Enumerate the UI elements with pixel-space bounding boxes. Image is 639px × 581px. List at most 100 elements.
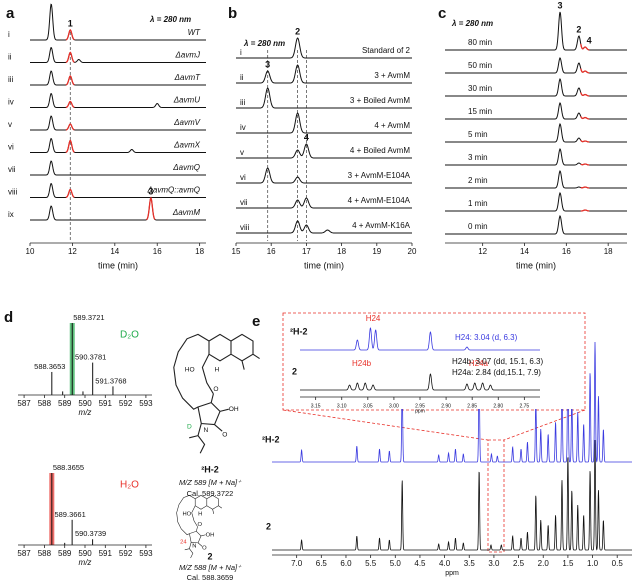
- x-tick-label: 3.10: [337, 403, 347, 409]
- trace: [30, 93, 206, 108]
- x-tick-label: 2.5: [513, 559, 525, 568]
- trace-name: WT: [188, 28, 202, 37]
- peak-label: H24b: [352, 359, 372, 368]
- panel-letter: c: [438, 5, 446, 22]
- trace-index: ii: [8, 53, 12, 62]
- trace-name: 4 + AvmM: [374, 121, 410, 130]
- trace-name: 3 + AvmM-E104A: [348, 171, 411, 180]
- x-tick-label: 5.5: [365, 559, 377, 568]
- trace: [30, 138, 206, 153]
- x-tick-label: 2.0: [538, 559, 550, 568]
- x-tick-label: 589: [58, 549, 72, 558]
- trace-name: 2 min: [468, 176, 488, 185]
- x-tick-label: 2.90: [441, 403, 451, 409]
- atom: O: [222, 431, 227, 438]
- x-tick-label: 5.0: [390, 559, 402, 568]
- x-tick-label: 3.0: [488, 559, 500, 568]
- x-tick-label: 589: [58, 399, 72, 408]
- compound-label: 4: [304, 132, 309, 142]
- highlight-peak: [580, 68, 590, 74]
- x-tick-label: 593: [139, 549, 153, 558]
- atom: OH: [229, 406, 239, 413]
- x-tick-label: 7.0: [291, 559, 303, 568]
- wavelength: λ = 280 nm: [243, 39, 285, 48]
- x-tick-label: 2.80: [493, 403, 503, 409]
- peak-label: H24a: [469, 359, 489, 368]
- trace-name: 4 + Boiled AvmM: [350, 146, 410, 155]
- highlight-peak: [580, 116, 590, 120]
- x-tick-label: 3.15: [311, 403, 321, 409]
- panel-letter: a: [6, 5, 15, 22]
- x-tick-label: 12: [68, 247, 77, 256]
- panel-letter: d: [4, 309, 13, 326]
- atom: H: [198, 511, 202, 517]
- trace-name: 5 min: [468, 130, 488, 139]
- x-tick-label: 590: [78, 399, 92, 408]
- highlight-peak: [580, 209, 590, 212]
- atom: O: [198, 522, 203, 528]
- atom: O: [202, 546, 207, 552]
- peak-label: 589.3661: [54, 510, 85, 519]
- x-tick-label: 588: [38, 399, 52, 408]
- trace: [236, 220, 412, 234]
- highlight-peak: [146, 196, 156, 221]
- trace-index: iv: [8, 98, 14, 107]
- trace-index: viii: [8, 188, 18, 197]
- inset-axis-label: ppm: [415, 408, 425, 414]
- nmr-spectrum: [272, 440, 632, 551]
- trace-index: vii: [8, 165, 16, 174]
- highlight-peak: [65, 188, 75, 199]
- assignment: H24b: 3.07 (dd, 15.1, 6.3): [452, 357, 544, 366]
- atom: O: [213, 386, 218, 393]
- trace-index: iii: [240, 98, 246, 107]
- trace-name: 4 + AvmM-E104A: [348, 196, 411, 205]
- x-tick-label: 0.5: [612, 559, 624, 568]
- trace-name: ΔavmU: [173, 96, 200, 105]
- compound-label: 3: [148, 186, 153, 196]
- compound-label: 3: [558, 0, 563, 10]
- trace-index: v: [8, 120, 12, 129]
- x-tick-label: 12: [478, 247, 487, 256]
- trace-name: 1 min: [468, 199, 488, 208]
- x-tick-label: 2.75: [519, 403, 529, 409]
- nmr-inset-spectrum: [300, 373, 540, 391]
- peak-label: 590.3739: [75, 529, 106, 538]
- assignment: H24a: 2.84 (dd,15.1, 7.9): [452, 368, 541, 377]
- compound-name: ²H-2: [201, 464, 219, 474]
- trace: [445, 214, 627, 235]
- trace-index: v: [240, 148, 244, 157]
- trace-name: Standard of 2: [362, 46, 411, 55]
- trace-name: ΔavmQ: [172, 163, 200, 172]
- trace-name: ΔavmV: [173, 118, 200, 127]
- x-tick-label: 17: [302, 247, 311, 256]
- wavelength: λ = 280 nm: [451, 19, 493, 28]
- x-tick-label: 587: [17, 399, 31, 408]
- trace-index: vi: [240, 173, 246, 182]
- x-tick-label: 4.5: [414, 559, 426, 568]
- trace: [445, 102, 627, 120]
- ion: M/Z 588 [M + Na]⁺: [179, 563, 242, 572]
- highlight-peak: [65, 75, 75, 86]
- trace: [236, 112, 412, 134]
- trace: [30, 115, 206, 131]
- spectrum-name: ²H-2: [290, 326, 308, 336]
- atom: HO: [185, 366, 195, 373]
- spectrum-name: ²H-2: [262, 434, 280, 444]
- atom: N: [204, 427, 209, 434]
- trace-name: 30 min: [468, 84, 492, 93]
- calc: Cal. 588.3659: [187, 573, 234, 581]
- x-axis-label: ppm: [445, 570, 459, 577]
- x-tick-label: 593: [139, 399, 153, 408]
- x-tick-label: 6.0: [340, 559, 352, 568]
- trace-index: ix: [8, 210, 14, 219]
- x-axis-label: m/z: [79, 408, 92, 417]
- x-tick-label: 3.5: [464, 559, 476, 568]
- x-tick-label: 590: [78, 549, 92, 558]
- highlight-peak: [580, 139, 590, 143]
- x-tick-label: 14: [110, 247, 119, 256]
- trace: [445, 57, 627, 74]
- highlight-peak: [65, 100, 75, 109]
- trace: [236, 143, 412, 159]
- nmr-inset-spectrum: [300, 327, 540, 351]
